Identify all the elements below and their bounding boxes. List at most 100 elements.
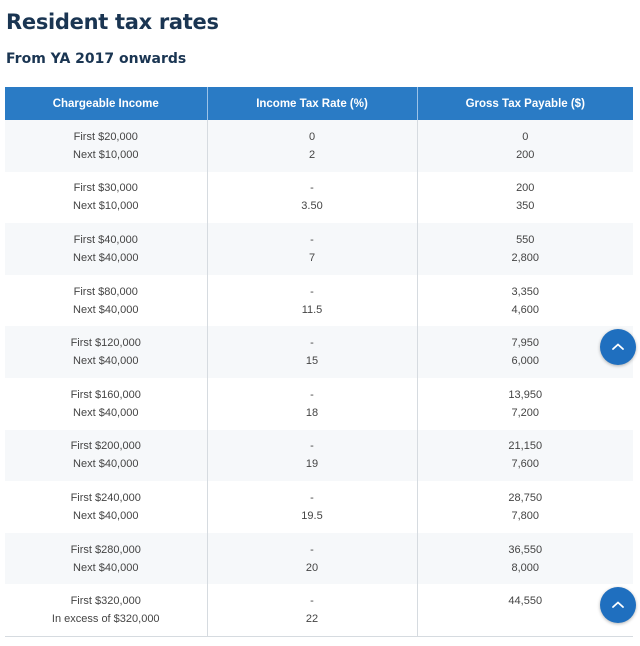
cell-line: First $160,000 — [70, 388, 141, 401]
cell-gross-tax-payable: 28,750 7,800 — [417, 481, 633, 533]
cell-line: 18 — [305, 406, 319, 419]
cell-line: First $40,000 — [73, 233, 138, 246]
cell-income-tax-rate: - 20 — [207, 532, 418, 585]
cell-line: 11.5 — [301, 303, 323, 316]
cell-line: First $280,000 — [70, 543, 141, 556]
table-row: First $320,000 In excess of $320,000 - 22 44… — [5, 584, 634, 637]
cell-chargeable-income: First $240,000 Next $40,000 — [5, 481, 208, 533]
cell-gross-tax-payable: 13,950 7,200 — [417, 377, 633, 430]
cell-line: Next $40,000 — [73, 561, 139, 574]
cell-gross-tax-payable: 3,350 4,600 — [417, 274, 633, 327]
cell-line: First $20,000 — [73, 130, 138, 143]
table-row: First $30,000 Next $10,000-3.50 200 350 — [5, 171, 633, 224]
cell-line: - — [310, 440, 314, 453]
cell-line: Next $10,000 — [73, 148, 139, 161]
cell-line: 0 — [522, 130, 529, 143]
chevron-up-icon — [612, 601, 624, 608]
cell-line: 15 — [305, 355, 319, 368]
cell-line: 19.5 — [301, 509, 323, 522]
cell-line: First $120,000 — [70, 337, 141, 350]
cell-income-tax-rate: - 19 — [207, 429, 418, 482]
cell-line: 8,000 — [511, 561, 540, 574]
cell-line: 350 — [516, 200, 535, 213]
cell-line: 2 — [308, 148, 316, 161]
table-row: First $40,000 Next $40,000-7 550 2,800 — [5, 223, 633, 275]
cell-line: 3.50 — [301, 200, 323, 213]
table-row: First $280,000 Next $40,000 - 20 36,550 8,000 — [5, 532, 633, 585]
cell-line — [418, 610, 634, 628]
cell-line: 28,750 — [508, 491, 543, 504]
cell-line: Next $40,000 — [73, 303, 139, 316]
table-row: First $200,000 Next $40,000 - 19 21,150 7,600 — [5, 429, 633, 482]
cell-line: First $30,000 — [73, 182, 138, 195]
cell-line: 7,950 — [511, 337, 540, 350]
table-row: First $20,000 Next $10,000 0 2 0 200 — [5, 120, 633, 172]
cell-line: 7 — [308, 251, 316, 264]
cell-line: - — [310, 491, 314, 504]
cell-line: Next $40,000 — [73, 355, 139, 368]
cell-line: In excess of $320,000 — [51, 613, 160, 626]
cell-line: 200 — [516, 148, 535, 161]
page-subtitle: From YA 2017 onwards — [6, 51, 187, 67]
cell-line: 550 — [516, 233, 535, 246]
cell-income-tax-rate: -7 — [207, 223, 418, 275]
cell-line: 22 — [305, 613, 319, 626]
resident-tax-rates-table: Chargeable Income Income Tax Rate (%) Gr… — [5, 87, 633, 637]
cell-chargeable-income: First $80,000 Next $40,000 — [5, 274, 208, 327]
cell-gross-tax-payable: 0 200 — [417, 120, 633, 172]
column-header-income-tax-rate: Income Tax Rate (%) — [207, 87, 418, 120]
cell-line: 200 — [516, 182, 535, 195]
cell-line: 0 — [308, 130, 316, 143]
cell-gross-tax-payable: 44,550 — [417, 584, 634, 637]
cell-line: 6,000 — [511, 355, 540, 368]
cell-chargeable-income: First $40,000 Next $40,000 — [5, 223, 208, 275]
cell-line: Next $40,000 — [73, 406, 139, 419]
table-row: First $80,000 Next $40,000 - 11.5 3,350 4,600 — [5, 274, 633, 327]
cell-line: - — [310, 285, 314, 298]
cell-line: 21,150 — [508, 440, 543, 453]
cell-chargeable-income: First $200,000 Next $40,000 — [5, 429, 208, 482]
cell-chargeable-income: First $280,000 Next $40,000 — [5, 532, 208, 585]
cell-gross-tax-payable: 21,150 7,600 — [417, 429, 633, 482]
cell-line: 3,350 — [511, 285, 540, 298]
cell-line: 7,200 — [511, 406, 540, 419]
cell-line: First $240,000 — [70, 491, 141, 504]
cell-line: 7,600 — [511, 458, 540, 471]
cell-line: 20 — [305, 561, 319, 574]
table-row: First $240,000 Next $40,000 - 19.5 28,750 7,8… — [5, 481, 633, 533]
cell-income-tax-rate: - 15 — [207, 326, 418, 378]
cell-chargeable-income: First $120,000 Next $40,000 — [5, 326, 208, 378]
cell-income-tax-rate: - 3.50 — [207, 171, 418, 224]
cell-gross-tax-payable: 36,550 8,000 — [417, 532, 633, 585]
cell-line: First $80,000 — [73, 285, 138, 298]
scroll-to-top-button[interactable] — [600, 587, 636, 623]
table-row: First $120,000 Next $40,000 - 15 7,950 6,000 — [5, 326, 633, 378]
cell-line: 2,800 — [511, 251, 540, 264]
column-header-chargeable-income: Chargeable Income — [5, 87, 208, 120]
cell-line: Next $40,000 — [73, 509, 139, 522]
cell-line: - — [310, 233, 314, 246]
page-title: Resident tax rates — [6, 10, 219, 34]
cell-chargeable-income: First $320,000 In excess of $320,000 — [5, 584, 208, 637]
cell-chargeable-income: First $160,000 Next $40,000 — [5, 377, 208, 430]
cell-line: 13,950 — [508, 388, 543, 401]
column-header-gross-tax-payable: Gross Tax Payable ($) — [417, 87, 633, 120]
cell-line: 4,600 — [511, 303, 540, 316]
cell-line: First $200,000 — [70, 440, 141, 453]
cell-line: First $320,000 — [70, 595, 141, 608]
scroll-to-top-button[interactable] — [600, 329, 636, 365]
cell-line: 44,550 — [508, 595, 543, 608]
cell-gross-tax-payable: 550 2,800 — [417, 223, 633, 275]
cell-chargeable-income: First $30,000 Next $10,000 — [5, 171, 208, 224]
table-body: First $20,000 Next $10,000 0 2 0 200 First $30… — [5, 120, 634, 637]
cell-line: - — [310, 595, 314, 608]
cell-line: 19 — [305, 458, 319, 471]
cell-gross-tax-payable: 7,950 6,000 — [417, 326, 633, 378]
cell-line: - — [310, 543, 314, 556]
cell-income-tax-rate: - 19.5 — [207, 481, 418, 533]
cell-line: Next $40,000 — [73, 251, 139, 264]
chevron-up-icon — [612, 343, 624, 350]
cell-income-tax-rate: - 11.5 — [207, 274, 418, 327]
cell-line: 7,800 — [511, 509, 540, 522]
